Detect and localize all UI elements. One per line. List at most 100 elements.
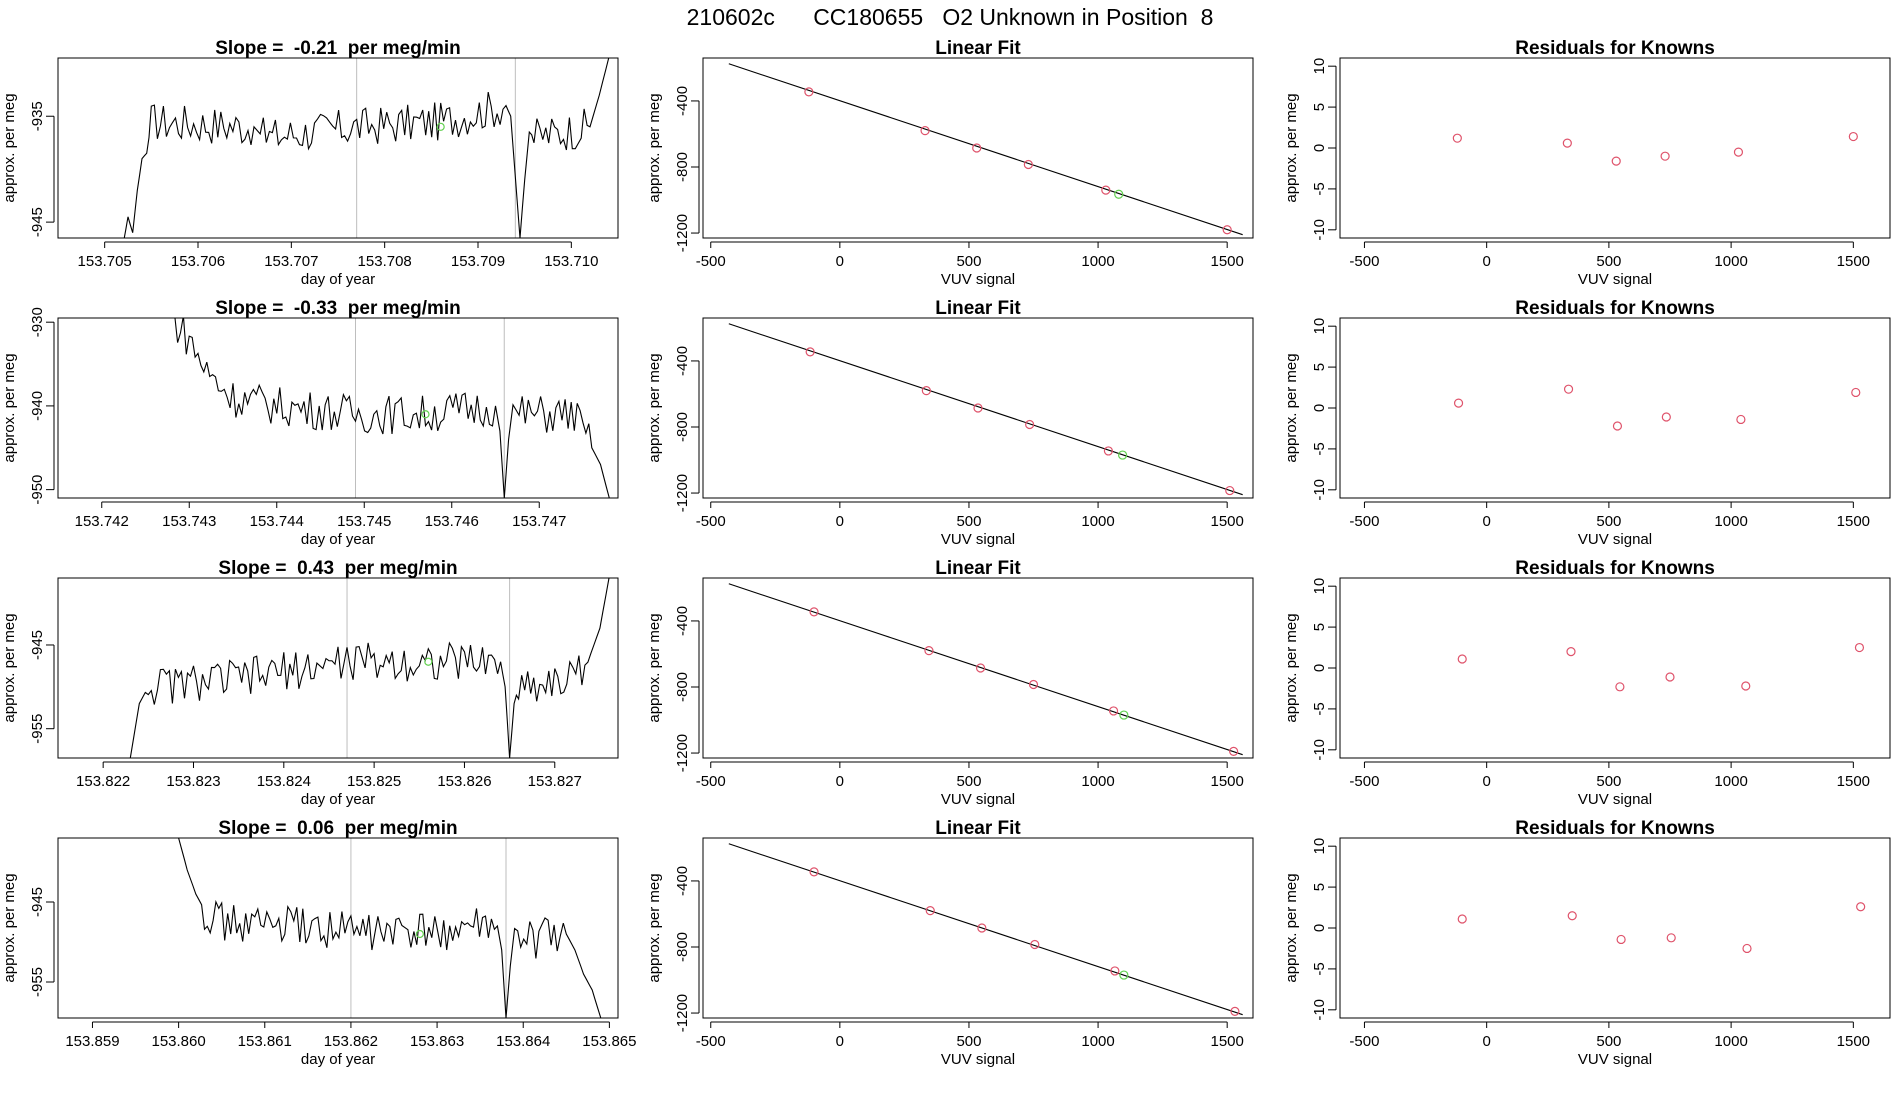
y-tick-label: -5 <box>1311 182 1328 195</box>
unknown-point <box>1114 189 1124 199</box>
y-tick-label: 0 <box>1311 144 1328 152</box>
y-tick-label: -945 <box>29 887 46 917</box>
plot-frame <box>57 57 619 239</box>
panel-title: Residuals for Knowns <box>1515 298 1715 319</box>
unknown-point <box>1119 970 1129 980</box>
x-tick-label: 1500 <box>1837 253 1870 270</box>
residual-point <box>1457 914 1467 924</box>
panel-title: Residuals for Knowns <box>1515 558 1715 579</box>
panel-title: Residuals for Knowns <box>1515 38 1715 59</box>
x-tick-label: 1500 <box>1837 513 1870 530</box>
time-series-panel-row-3: Slope = 0.43 per meg/min 153.822 153.823 15… <box>1 558 619 808</box>
x-tick-label: 0 <box>836 1033 844 1050</box>
x-axis-label: day of year <box>301 1051 375 1068</box>
fit-line <box>728 63 1243 236</box>
y-axis-label: approx. per meg <box>646 93 663 202</box>
y-tick-label: -930 <box>29 307 46 337</box>
y-tick-label: -10 <box>1311 999 1328 1021</box>
x-tick-label: 500 <box>1596 1033 1621 1050</box>
plot-data <box>1457 642 1865 692</box>
y-tick-label: 0 <box>1311 924 1328 932</box>
known-point <box>1222 225 1232 235</box>
plot-data <box>728 583 1243 756</box>
residuals-panel-row-3: Residuals for Knowns -500 0 500 1000 1500 VUV … <box>1283 558 1891 808</box>
plot-frame <box>1339 317 1891 499</box>
x-tick-label: 153.860 <box>151 1033 205 1050</box>
known-point <box>804 87 814 97</box>
panel-title: Slope = -0.21 per meg/min <box>215 38 461 59</box>
x-tick-label: 153.822 <box>76 773 130 790</box>
y-tick-label: -955 <box>29 967 46 997</box>
y-axis-label: approx. per meg <box>1283 613 1300 722</box>
plot-data <box>174 318 610 498</box>
residual-point <box>1665 672 1675 682</box>
x-tick-label: 153.705 <box>78 253 132 270</box>
y-axis-label: approx. per meg <box>646 613 663 722</box>
residual-point <box>1567 911 1577 921</box>
y-axis-label: approx. per meg <box>1 353 18 462</box>
x-tick-label: 1500 <box>1210 513 1243 530</box>
panel-title: Linear Fit <box>935 38 1021 59</box>
x-tick-label: -500 <box>696 253 726 270</box>
known-point <box>1023 159 1033 170</box>
y-tick-label: 5 <box>1311 623 1328 631</box>
x-axis-label: VUV signal <box>1578 531 1652 548</box>
panel-title: Slope = 0.43 per meg/min <box>218 558 457 579</box>
linear-fit-panel-row-3: Linear Fit -500 0 500 1000 1500 VUV signal -400… <box>646 558 1254 808</box>
y-tick-label: -400 <box>674 606 691 636</box>
plot-data <box>1452 131 1858 166</box>
y-axis-label: approx. per meg <box>646 353 663 462</box>
plot-data <box>728 843 1243 1016</box>
x-axis-label: VUV signal <box>941 271 1015 288</box>
known-point <box>1225 485 1235 496</box>
residuals-panel-row-2: Residuals for Knowns -500 0 500 1000 1500 VUV … <box>1283 298 1891 548</box>
x-tick-label: 500 <box>956 773 981 790</box>
panel-title: Slope = 0.06 per meg/min <box>218 818 457 839</box>
residual-point <box>1851 387 1861 398</box>
residual-point <box>1733 147 1744 157</box>
x-tick-label: 500 <box>1596 253 1621 270</box>
x-tick-label: -500 <box>696 1033 726 1050</box>
known-point <box>1229 746 1239 756</box>
known-point <box>924 646 934 656</box>
known-point <box>1028 679 1039 690</box>
unknown-point <box>1118 450 1128 460</box>
x-tick-label: 1000 <box>1081 1033 1114 1050</box>
x-tick-label: 1500 <box>1210 253 1243 270</box>
unknown-point <box>1119 710 1129 720</box>
y-axis-label: approx. per meg <box>1 613 18 722</box>
y-tick-label: -10 <box>1311 739 1328 761</box>
unknown-mean-marker <box>436 122 445 131</box>
unknown-mean-marker <box>415 929 424 939</box>
known-point <box>1025 419 1035 430</box>
residual-point <box>1452 133 1462 143</box>
x-tick-label: 1000 <box>1081 773 1114 790</box>
x-tick-label: 500 <box>1596 773 1621 790</box>
linear-fit-panel-row-1: Linear Fit -500 0 500 1000 1500 VUV signal -400… <box>646 38 1254 288</box>
x-tick-label: 500 <box>956 513 981 530</box>
x-tick-label: 153.864 <box>496 1033 550 1050</box>
known-point <box>920 126 930 136</box>
residual-point <box>1856 902 1866 912</box>
y-tick-label: -1200 <box>674 214 691 252</box>
y-tick-label: -935 <box>29 101 46 131</box>
known-point <box>1110 966 1120 976</box>
x-tick-label: 153.824 <box>257 773 311 790</box>
residual-point <box>1854 642 1865 653</box>
unknown-mean-marker <box>424 657 433 666</box>
y-tick-label: 10 <box>1311 58 1328 75</box>
x-axis-label: VUV signal <box>1578 791 1652 808</box>
x-tick-label: 1500 <box>1210 773 1243 790</box>
y-tick-label: 5 <box>1311 363 1328 371</box>
x-axis-label: VUV signal <box>941 791 1015 808</box>
x-tick-label: 153.823 <box>166 773 220 790</box>
known-point <box>921 386 931 396</box>
fit-line <box>728 323 1243 496</box>
x-tick-label: 153.746 <box>425 513 479 530</box>
residual-point <box>1666 933 1676 943</box>
plot-data <box>178 838 602 1018</box>
y-tick-label: 0 <box>1311 664 1328 672</box>
x-tick-label: 1000 <box>1714 253 1747 270</box>
known-point <box>975 663 986 673</box>
y-tick-label: -800 <box>674 152 691 182</box>
